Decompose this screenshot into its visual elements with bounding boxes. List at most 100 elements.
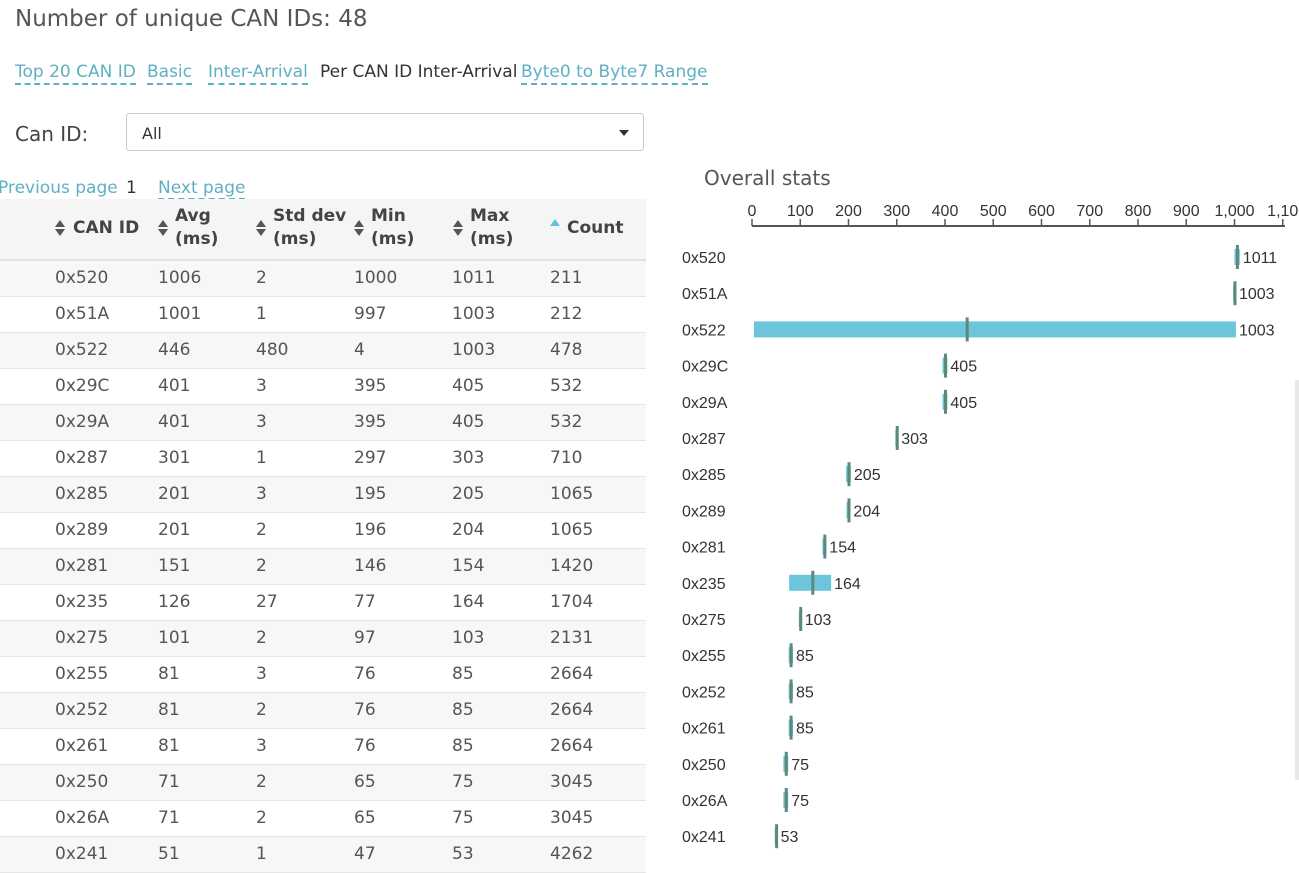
table-cell: 0x252: [55, 700, 109, 720]
value-label: 205: [854, 467, 881, 484]
category-label: 0x281: [682, 540, 726, 557]
table-row: 0x255 81 3 76 85 2664: [0, 657, 646, 693]
table-cell: 3: [256, 664, 267, 684]
avg-marker: [789, 715, 793, 740]
column-header-max[interactable]: Max (ms): [453, 205, 513, 251]
table-row: 0x289 201 2 196 204 1065: [0, 513, 646, 549]
category-label: 0x250: [682, 757, 726, 774]
table-cell: 126: [158, 592, 191, 612]
table-cell: 204: [452, 520, 485, 540]
table-cell: 1: [256, 304, 267, 324]
table-cell: 76: [354, 700, 376, 720]
page-title: Number of unique CAN IDs: 48: [15, 6, 368, 32]
table-cell: 103: [452, 628, 485, 648]
table-cell: 1065: [550, 520, 594, 540]
column-header-count[interactable]: Count: [550, 217, 624, 240]
table-body: 0x520 1006 2 1000 1011 211 0x51A 1001 1 997 1003 21…: [0, 261, 646, 873]
table-cell: 0x235: [55, 592, 109, 612]
column-header-can-id[interactable]: CAN ID: [55, 217, 139, 240]
avg-marker: [799, 607, 803, 631]
table-cell: 27: [256, 592, 278, 612]
table-cell: 154: [452, 556, 485, 576]
value-label: 164: [834, 576, 861, 593]
avg-marker: [775, 824, 779, 849]
table-cell: 1: [256, 448, 267, 468]
avg-marker: [1233, 281, 1237, 306]
tab-basic[interactable]: Basic: [147, 62, 193, 85]
table-cell: 211: [550, 268, 583, 288]
table-cell: 1000: [354, 268, 398, 288]
avg-marker: [847, 462, 851, 487]
x-tick-label: 200: [835, 203, 862, 220]
column-header-avg[interactable]: Avg (ms): [158, 205, 218, 251]
column-header-std-dev[interactable]: Std dev (ms): [256, 205, 346, 251]
avg-marker: [823, 534, 827, 559]
sort-icon: [453, 217, 463, 239]
table-row: 0x275 101 2 97 103 2131: [0, 621, 646, 657]
sort-icon: [256, 217, 266, 239]
value-label: 75: [791, 757, 809, 774]
table-row: 0x285 201 3 195 205 1065: [0, 477, 646, 513]
scrollbar-track[interactable]: [1295, 380, 1299, 780]
table-cell: 97: [354, 628, 376, 648]
table-cell: 303: [452, 448, 485, 468]
table-cell: 1420: [550, 556, 594, 576]
table-row: 0x250 71 2 65 75 3045: [0, 765, 646, 801]
table-cell: 2664: [550, 664, 594, 684]
category-label: 0x520: [682, 250, 726, 267]
category-label: 0x255: [682, 648, 726, 665]
table-cell: 65: [354, 772, 376, 792]
table-cell: 77: [354, 592, 376, 612]
table-cell: 401: [158, 412, 191, 432]
avg-marker: [895, 426, 899, 450]
table-row: 0x522 446 480 4 1003 478: [0, 333, 646, 369]
x-tick-label: 800: [1125, 203, 1152, 220]
column-header-min[interactable]: Min (ms): [354, 205, 414, 251]
can-id-select[interactable]: All: [126, 113, 644, 151]
table-cell: 81: [158, 736, 180, 756]
table-row: 0x287 301 1 297 303 710: [0, 441, 646, 477]
x-tick-label: 700: [1076, 203, 1103, 220]
value-label: 1011: [1243, 250, 1278, 267]
table-cell: 710: [550, 448, 583, 468]
range-bar: [753, 321, 1236, 338]
table-row: 0x281 151 2 146 154 1420: [0, 549, 646, 585]
value-label: 1003: [1239, 322, 1275, 339]
table-cell: 301: [158, 448, 191, 468]
table-cell: 0x281: [55, 556, 109, 576]
category-label: 0x235: [682, 576, 726, 593]
category-label: 0x252: [682, 684, 726, 701]
category-label: 0x241: [682, 829, 726, 846]
table-cell: 85: [452, 664, 474, 684]
table-cell: 151: [158, 556, 191, 576]
table-cell: 75: [452, 772, 474, 792]
table-cell: 71: [158, 772, 180, 792]
category-label: 0x261: [682, 721, 726, 738]
avg-marker: [789, 679, 793, 704]
value-label: 85: [796, 648, 814, 665]
table-cell: 3045: [550, 808, 594, 828]
tab-inter-arrival[interactable]: Inter-Arrival: [208, 62, 308, 85]
table-cell: 205: [452, 484, 485, 504]
previous-page-link[interactable]: Previous page: [0, 178, 118, 198]
table-cell: 2664: [550, 700, 594, 720]
avg-marker: [789, 643, 793, 668]
tab-byte-range[interactable]: Byte0 to Byte7 Range: [521, 62, 708, 85]
tab-top-20-can-id[interactable]: Top 20 CAN ID: [15, 62, 136, 85]
tab-per-can-id-inter-arrival[interactable]: Per CAN ID Inter-Arrival: [320, 62, 518, 82]
category-label: 0x287: [682, 431, 726, 448]
table-cell: 0x287: [55, 448, 109, 468]
column-header-label: Count: [567, 218, 624, 238]
avg-marker: [965, 317, 969, 342]
table-cell: 2: [256, 700, 267, 720]
table-cell: 0x26A: [55, 808, 110, 828]
range-bar: [789, 574, 832, 591]
x-tick-label: 1,10: [1267, 203, 1298, 220]
category-label: 0x26A: [682, 793, 728, 810]
avg-marker: [784, 751, 788, 776]
table-cell: 2: [256, 628, 267, 648]
page-number: 1: [126, 178, 137, 198]
avg-marker: [784, 788, 788, 812]
table-cell: 101: [158, 628, 191, 648]
table-cell: 0x520: [55, 268, 109, 288]
